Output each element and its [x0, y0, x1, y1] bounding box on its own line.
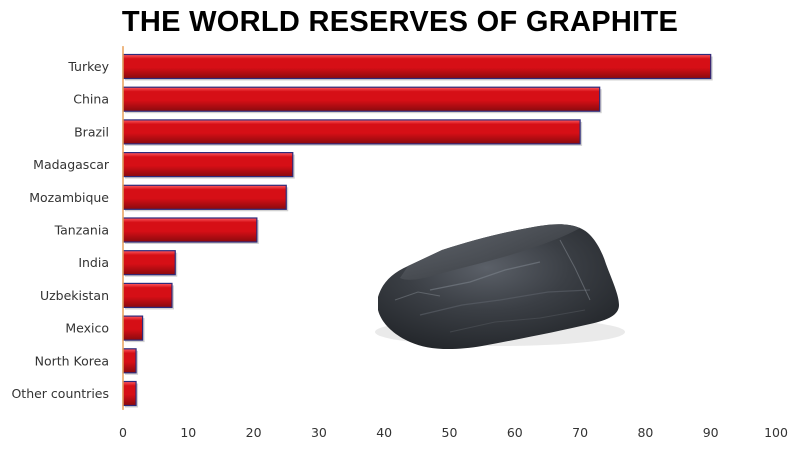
x-tick-label: 80 — [637, 425, 653, 440]
bar — [122, 282, 174, 310]
bar-rect — [122, 86, 601, 112]
bar-rect — [122, 380, 137, 407]
x-tick-label: 100 — [764, 425, 788, 440]
category-label: North Korea — [35, 353, 109, 368]
bar-rect — [122, 53, 712, 80]
x-tick-labels: 0 10 20 30 40 50 60 70 80 90 100 — [119, 425, 788, 440]
bar-rect — [122, 282, 173, 308]
x-tick-label: 50 — [442, 425, 458, 440]
category-label: Madagascar — [33, 157, 110, 172]
x-tick-label: 70 — [572, 425, 588, 440]
category-label: China — [73, 92, 109, 107]
bar — [122, 152, 295, 179]
bar-rect — [122, 184, 287, 210]
bar — [122, 348, 139, 375]
bar-rect — [122, 119, 581, 145]
category-label: Mozambique — [29, 190, 109, 205]
bar — [122, 184, 289, 212]
bar — [122, 217, 259, 244]
category-labels: Turkey China Brazil Madagascar Mozambique Tan… — [11, 59, 109, 401]
bar-rect — [122, 250, 176, 276]
bar-rect — [122, 217, 258, 243]
category-label: India — [78, 255, 109, 270]
x-tick-label: 30 — [311, 425, 327, 440]
category-label: Brazil — [74, 124, 109, 139]
x-tick-label: 40 — [376, 425, 392, 440]
x-tick-label: 20 — [246, 425, 262, 440]
bar — [122, 380, 139, 408]
x-tick-label: 60 — [507, 425, 523, 440]
category-label: Mexico — [65, 321, 109, 336]
x-tick-label: 10 — [180, 425, 196, 440]
x-tick-label: 0 — [119, 425, 127, 440]
chart-title: THE WORLD RESERVES OF GRAPHITE — [121, 6, 679, 38]
bar — [122, 86, 602, 114]
bar-rect — [122, 152, 294, 178]
graphite-rock-image — [375, 224, 625, 350]
bar-rect — [122, 315, 144, 341]
bar-rect — [122, 348, 137, 374]
category-label: Other countries — [11, 386, 109, 401]
bar — [122, 119, 583, 146]
bars-group — [122, 53, 713, 408]
category-label: Tanzania — [54, 223, 109, 238]
category-label: Turkey — [67, 59, 109, 74]
x-tick-label: 90 — [703, 425, 719, 440]
category-label: Uzbekistan — [40, 288, 109, 303]
bar — [122, 250, 178, 277]
bar — [122, 315, 145, 343]
bar — [122, 53, 713, 81]
